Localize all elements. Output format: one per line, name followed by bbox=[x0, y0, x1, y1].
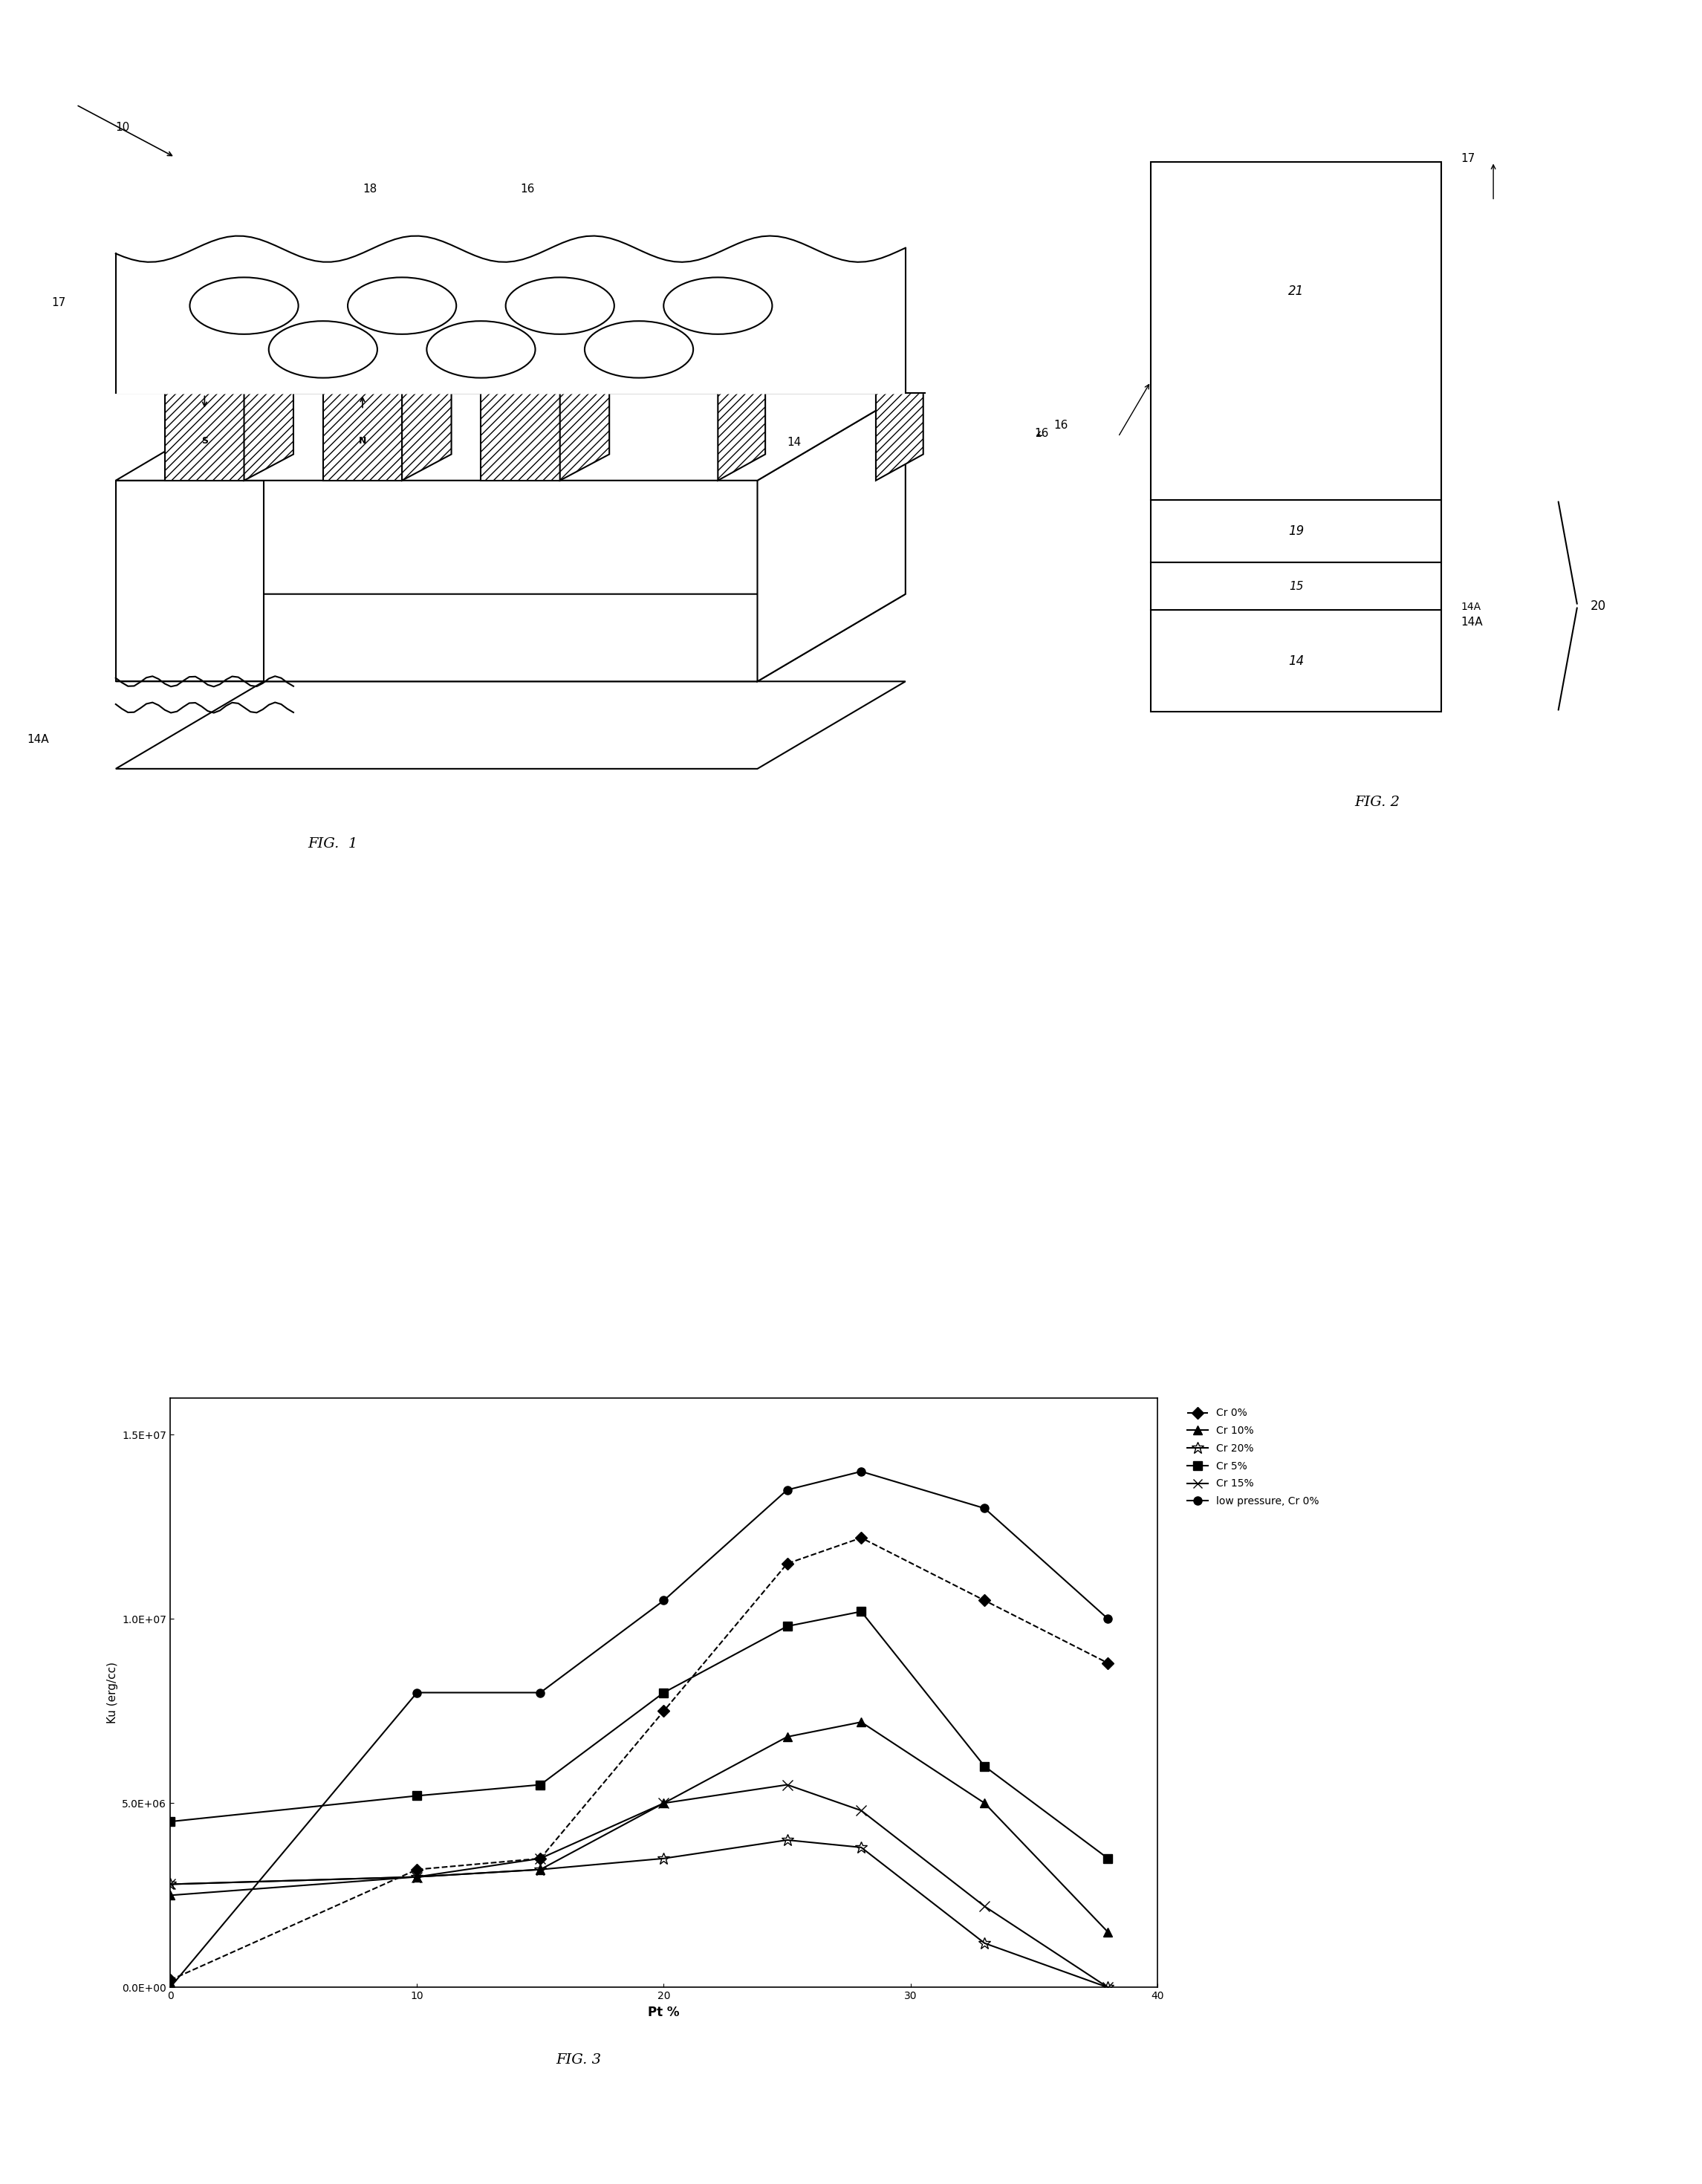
Polygon shape bbox=[116, 393, 905, 480]
Text: 14A: 14A bbox=[1460, 601, 1481, 612]
Text: 16: 16 bbox=[1054, 419, 1067, 430]
Text: 19: 19 bbox=[1288, 524, 1304, 537]
Ellipse shape bbox=[189, 277, 298, 334]
Polygon shape bbox=[718, 297, 766, 480]
Text: FIG. 2: FIG. 2 bbox=[1355, 795, 1399, 810]
Text: 16: 16 bbox=[521, 183, 534, 194]
Text: 15: 15 bbox=[786, 341, 802, 352]
Polygon shape bbox=[638, 297, 766, 323]
Polygon shape bbox=[757, 393, 905, 681]
Polygon shape bbox=[482, 297, 609, 323]
Ellipse shape bbox=[269, 321, 378, 378]
Bar bbox=[1151, 563, 1442, 609]
Polygon shape bbox=[165, 323, 243, 480]
Text: 14: 14 bbox=[786, 437, 802, 448]
Polygon shape bbox=[116, 480, 264, 681]
Ellipse shape bbox=[427, 321, 534, 378]
Text: 14A: 14A bbox=[27, 734, 49, 745]
Text: 16: 16 bbox=[116, 258, 129, 269]
Ellipse shape bbox=[347, 277, 456, 334]
Text: N: N bbox=[359, 437, 366, 446]
Ellipse shape bbox=[505, 277, 614, 334]
Text: 17: 17 bbox=[51, 297, 66, 308]
Text: 21: 21 bbox=[1288, 284, 1304, 297]
Polygon shape bbox=[116, 681, 905, 769]
Text: N: N bbox=[201, 365, 208, 376]
Ellipse shape bbox=[584, 321, 693, 378]
Text: S: S bbox=[359, 365, 366, 376]
Text: 18: 18 bbox=[363, 183, 376, 194]
Text: 16: 16 bbox=[1035, 428, 1048, 439]
Polygon shape bbox=[323, 297, 451, 323]
Text: 15: 15 bbox=[1288, 581, 1304, 592]
Text: S: S bbox=[201, 437, 208, 446]
Text: 20: 20 bbox=[1590, 598, 1607, 612]
Y-axis label: Ku (erg/cc): Ku (erg/cc) bbox=[107, 1662, 117, 1723]
Polygon shape bbox=[877, 297, 922, 480]
Polygon shape bbox=[402, 297, 451, 480]
Bar bbox=[1151, 162, 1442, 500]
Bar bbox=[1151, 609, 1442, 712]
Polygon shape bbox=[116, 236, 926, 393]
Legend: Cr 0%, Cr 10%, Cr 20%, Cr 5%, Cr 15%, low pressure, Cr 0%: Cr 0%, Cr 10%, Cr 20%, Cr 5%, Cr 15%, lo… bbox=[1183, 1402, 1324, 1511]
Text: FIG.  1: FIG. 1 bbox=[308, 836, 357, 850]
Text: 10: 10 bbox=[116, 122, 129, 133]
Polygon shape bbox=[165, 297, 293, 323]
Polygon shape bbox=[116, 594, 905, 681]
Ellipse shape bbox=[664, 277, 773, 334]
Polygon shape bbox=[797, 297, 922, 323]
Text: 14A: 14A bbox=[1460, 616, 1482, 627]
Text: 17: 17 bbox=[1460, 153, 1476, 164]
Text: FIG. 3: FIG. 3 bbox=[557, 2053, 601, 2066]
Polygon shape bbox=[323, 323, 402, 480]
Polygon shape bbox=[482, 323, 560, 480]
Bar bbox=[1151, 500, 1442, 563]
Text: 14: 14 bbox=[1288, 655, 1304, 668]
Polygon shape bbox=[560, 297, 609, 480]
Polygon shape bbox=[243, 297, 293, 480]
X-axis label: Pt %: Pt % bbox=[648, 2005, 679, 2018]
